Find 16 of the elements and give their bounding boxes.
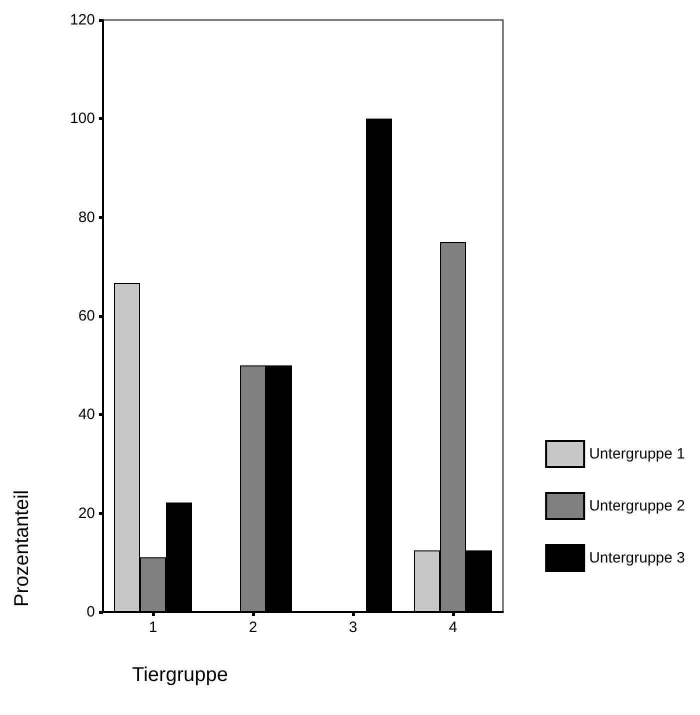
- x-tick-label: 4: [448, 619, 458, 636]
- y-tick-label: 120: [70, 12, 95, 28]
- x-tick-label: 1: [148, 619, 158, 636]
- y-tick-label: 40: [78, 406, 95, 424]
- y-tick-label: 80: [78, 208, 95, 226]
- x-axis-title: Tiergruppe: [132, 664, 228, 686]
- x-tick-label: 3: [348, 619, 358, 636]
- y-tick-label: 60: [78, 308, 95, 324]
- legend-label: Untergruppe 3: [589, 550, 686, 566]
- legend-label: Untergruppe 1: [589, 446, 686, 462]
- x-tick-label: 2: [248, 619, 258, 636]
- y-axis-title: Prozentanteil: [11, 490, 33, 607]
- y-tick-label: 100: [70, 110, 95, 128]
- y-tick-label: 20: [78, 504, 95, 522]
- legend-label: Untergruppe 2: [589, 498, 686, 514]
- y-tick-label: 0: [86, 604, 95, 620]
